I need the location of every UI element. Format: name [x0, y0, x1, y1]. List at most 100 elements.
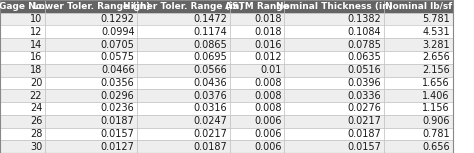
Bar [384, 38, 453, 51]
Bar [0, 38, 45, 51]
Bar [45, 76, 137, 89]
Text: 1.656: 1.656 [422, 78, 450, 88]
Bar [0, 89, 45, 102]
Bar [284, 51, 384, 64]
Text: 0.018: 0.018 [254, 27, 282, 37]
Bar [45, 13, 137, 26]
Bar [0, 26, 45, 38]
Bar [0, 13, 45, 26]
Bar [384, 102, 453, 115]
Text: 0.0865: 0.0865 [193, 40, 227, 50]
Text: 28: 28 [30, 129, 42, 139]
Bar [284, 26, 384, 38]
Bar [137, 26, 230, 38]
Text: 0.006: 0.006 [254, 142, 282, 152]
Text: 12: 12 [30, 27, 42, 37]
Text: 3.281: 3.281 [422, 40, 450, 50]
Text: 0.0566: 0.0566 [193, 65, 227, 75]
Text: 1.406: 1.406 [422, 91, 450, 101]
Bar [45, 0, 137, 13]
Text: 4.531: 4.531 [422, 27, 450, 37]
Text: 0.008: 0.008 [254, 103, 282, 113]
Bar [384, 0, 453, 13]
Bar [230, 0, 284, 13]
Bar [230, 64, 284, 76]
Text: 2.656: 2.656 [422, 52, 450, 62]
Bar [0, 64, 45, 76]
Bar [284, 140, 384, 153]
Bar [45, 51, 137, 64]
Bar [284, 38, 384, 51]
Text: ASTM Range: ASTM Range [225, 2, 289, 11]
Bar [284, 13, 384, 26]
Bar [137, 38, 230, 51]
Bar [45, 89, 137, 102]
Bar [284, 115, 384, 127]
Text: 0.0127: 0.0127 [101, 142, 135, 152]
Text: 0.0356: 0.0356 [101, 78, 135, 88]
Text: 0.0336: 0.0336 [347, 91, 381, 101]
Text: 24: 24 [30, 103, 42, 113]
Text: 0.1174: 0.1174 [193, 27, 227, 37]
Text: 0.018: 0.018 [254, 14, 282, 24]
Text: 30: 30 [30, 142, 42, 152]
Bar [137, 89, 230, 102]
Text: 0.01: 0.01 [260, 65, 282, 75]
Bar [384, 115, 453, 127]
Text: 1.156: 1.156 [422, 103, 450, 113]
Bar [384, 51, 453, 64]
Text: 0.006: 0.006 [254, 116, 282, 126]
Bar [230, 51, 284, 64]
Bar [0, 0, 45, 13]
Text: 0.0276: 0.0276 [347, 103, 381, 113]
Text: Higher Toler. Range (in): Higher Toler. Range (in) [123, 2, 244, 11]
Text: Nominal lb/sf: Nominal lb/sf [385, 2, 452, 11]
Bar [0, 115, 45, 127]
Text: 26: 26 [30, 116, 42, 126]
Text: 0.0157: 0.0157 [347, 142, 381, 152]
Text: 0.0376: 0.0376 [193, 91, 227, 101]
Bar [0, 140, 45, 153]
Bar [384, 127, 453, 140]
Bar [45, 64, 137, 76]
Bar [284, 102, 384, 115]
Bar [0, 76, 45, 89]
Bar [230, 140, 284, 153]
Text: 0.0296: 0.0296 [101, 91, 135, 101]
Text: 0.0436: 0.0436 [193, 78, 227, 88]
Text: 0.781: 0.781 [422, 129, 450, 139]
Bar [230, 13, 284, 26]
Bar [230, 76, 284, 89]
Bar [0, 51, 45, 64]
Text: 5.781: 5.781 [422, 14, 450, 24]
Text: Nominal Thickness (in): Nominal Thickness (in) [276, 2, 392, 11]
Bar [284, 64, 384, 76]
Text: 0.006: 0.006 [254, 129, 282, 139]
Text: 0.0187: 0.0187 [193, 142, 227, 152]
Text: 10: 10 [30, 14, 42, 24]
Bar [137, 13, 230, 26]
Text: 0.1472: 0.1472 [193, 14, 227, 24]
Text: 0.0575: 0.0575 [100, 52, 135, 62]
Text: 0.656: 0.656 [422, 142, 450, 152]
Text: 0.0785: 0.0785 [347, 40, 381, 50]
Text: 20: 20 [30, 78, 42, 88]
Bar [284, 89, 384, 102]
Text: 0.008: 0.008 [254, 91, 282, 101]
Text: Lower Toler. Range (in): Lower Toler. Range (in) [33, 2, 150, 11]
Bar [0, 127, 45, 140]
Bar [284, 0, 384, 13]
Bar [384, 89, 453, 102]
Text: 0.0187: 0.0187 [347, 129, 381, 139]
Bar [230, 26, 284, 38]
Text: 22: 22 [30, 91, 42, 101]
Bar [137, 64, 230, 76]
Bar [137, 51, 230, 64]
Text: 0.0516: 0.0516 [347, 65, 381, 75]
Bar [45, 102, 137, 115]
Text: 0.0705: 0.0705 [101, 40, 135, 50]
Bar [230, 38, 284, 51]
Text: 0.0466: 0.0466 [101, 65, 135, 75]
Bar [230, 127, 284, 140]
Text: 0.0157: 0.0157 [101, 129, 135, 139]
